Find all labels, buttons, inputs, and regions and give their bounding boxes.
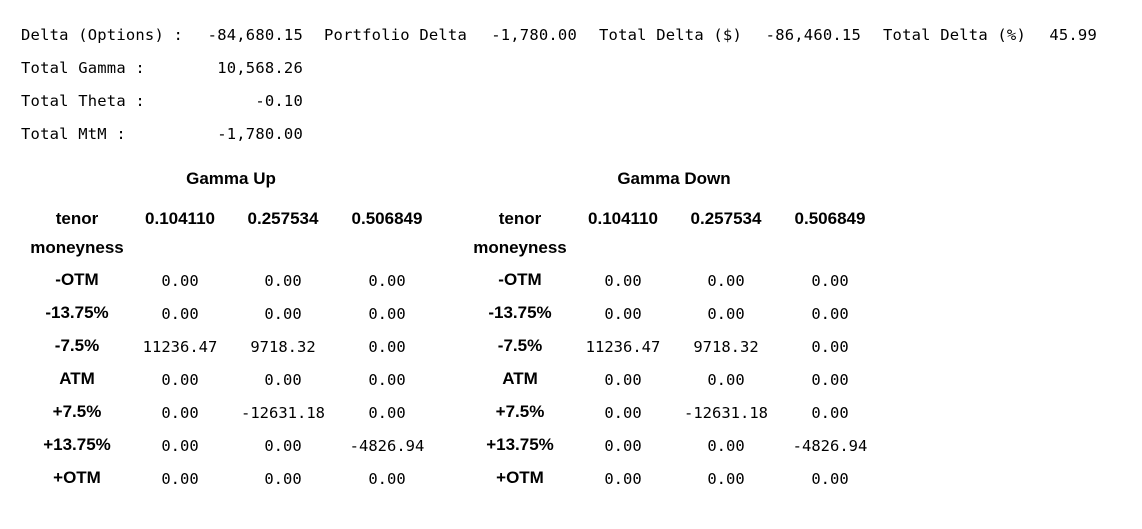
table-cell: -12631.18 xyxy=(684,404,768,422)
table-cell: 0.00 xyxy=(604,305,642,323)
gamma-down-table: Gamma Down tenor 0.104110 0.257534 0.506849 m… xyxy=(443,0,903,529)
table-cell: 0.00 xyxy=(368,272,406,290)
total-delta-pct-label: Total Delta (%) xyxy=(883,26,1026,44)
table-cell: 0.00 xyxy=(604,371,642,389)
table-cell: 0.00 xyxy=(368,404,406,422)
table-title: Gamma Down xyxy=(617,169,731,188)
row-label: +7.5% xyxy=(52,402,102,421)
table-cell: 0.00 xyxy=(161,305,199,323)
table-cell: 0.00 xyxy=(161,371,199,389)
index-header-moneyness: moneyness xyxy=(473,238,567,257)
table-cell: -12631.18 xyxy=(241,404,325,422)
column-header: 0.506849 xyxy=(794,209,866,228)
table-cell: -4826.94 xyxy=(792,437,868,455)
row-label: -OTM xyxy=(498,270,542,289)
row-label: -OTM xyxy=(55,270,99,289)
row-label: +OTM xyxy=(53,468,101,487)
table-cell: 0.00 xyxy=(264,305,302,323)
column-header: 0.257534 xyxy=(247,209,319,228)
table-cell: 9718.32 xyxy=(250,338,316,356)
total-delta-usd-value: -86,460.15 xyxy=(765,26,861,44)
total-mtm-value: -1,780.00 xyxy=(217,125,303,143)
table-cell: 11236.47 xyxy=(585,338,661,356)
total-theta-label: Total Theta : xyxy=(21,92,145,110)
table-cell: 0.00 xyxy=(604,470,642,488)
table-cell: 0.00 xyxy=(368,470,406,488)
column-header: 0.104110 xyxy=(588,209,658,228)
table-cell: 0.00 xyxy=(707,272,745,290)
table-cell: 0.00 xyxy=(161,272,199,290)
total-delta-pct-value: 45.99 xyxy=(1049,26,1097,44)
column-header: 0.506849 xyxy=(351,209,423,228)
table-cell: 0.00 xyxy=(811,404,849,422)
table-cell: 0.00 xyxy=(161,470,199,488)
row-label: +OTM xyxy=(496,468,544,487)
total-theta-value: -0.10 xyxy=(255,92,303,110)
column-header-tenor: tenor xyxy=(498,209,542,228)
table-cell: 0.00 xyxy=(368,338,406,356)
delta-options-value: -84,680.15 xyxy=(207,26,303,44)
table-cell: 0.00 xyxy=(707,371,745,389)
table-cell: 0.00 xyxy=(264,437,302,455)
row-label: +13.75% xyxy=(486,435,554,454)
portfolio-delta-value: -1,780.00 xyxy=(491,26,577,44)
table-cell: 0.00 xyxy=(811,272,849,290)
total-gamma-label: Total Gamma : xyxy=(21,59,145,77)
row-label: -13.75% xyxy=(45,303,109,322)
total-delta-usd-label: Total Delta ($) xyxy=(599,26,742,44)
table-cell: 0.00 xyxy=(604,404,642,422)
total-mtm-label: Total MtM : xyxy=(21,125,126,143)
row-label: -7.5% xyxy=(54,336,100,355)
table-cell: 0.00 xyxy=(264,371,302,389)
table-cell: 0.00 xyxy=(368,305,406,323)
table-cell: 0.00 xyxy=(161,437,199,455)
table-cell: 11236.47 xyxy=(142,338,218,356)
column-header-tenor: tenor xyxy=(55,209,99,228)
total-gamma-value: 10,568.26 xyxy=(217,59,303,77)
table-cell: 0.00 xyxy=(811,371,849,389)
row-label: +7.5% xyxy=(495,402,545,421)
table-cell: 0.00 xyxy=(707,470,745,488)
portfolio-delta-label: Portfolio Delta xyxy=(324,26,467,44)
table-cell: 0.00 xyxy=(368,371,406,389)
column-header: 0.104110 xyxy=(145,209,215,228)
table-cell: 0.00 xyxy=(811,305,849,323)
gamma-up-table: Gamma Up tenor 0.104110 0.257534 0.506849 mon… xyxy=(0,0,460,529)
row-label: -13.75% xyxy=(488,303,552,322)
table-cell: 0.00 xyxy=(264,470,302,488)
row-label: +13.75% xyxy=(43,435,111,454)
delta-options-label: Delta (Options) : xyxy=(21,26,184,44)
table-cell: 0.00 xyxy=(604,437,642,455)
table-cell: 0.00 xyxy=(811,338,849,356)
row-label: -7.5% xyxy=(497,336,543,355)
risk-summary: Delta (Options) : -84,680.15 Portfolio D… xyxy=(0,0,1142,160)
column-header: 0.257534 xyxy=(690,209,762,228)
row-label: ATM xyxy=(59,369,95,388)
row-label: ATM xyxy=(502,369,538,388)
table-cell: 0.00 xyxy=(707,305,745,323)
table-cell: 9718.32 xyxy=(693,338,759,356)
table-cell: 0.00 xyxy=(707,437,745,455)
table-cell: 0.00 xyxy=(604,272,642,290)
table-cell: 0.00 xyxy=(811,470,849,488)
table-title: Gamma Up xyxy=(186,169,276,188)
table-cell: 0.00 xyxy=(161,404,199,422)
table-cell: -4826.94 xyxy=(349,437,425,455)
index-header-moneyness: moneyness xyxy=(30,238,124,257)
table-cell: 0.00 xyxy=(264,272,302,290)
